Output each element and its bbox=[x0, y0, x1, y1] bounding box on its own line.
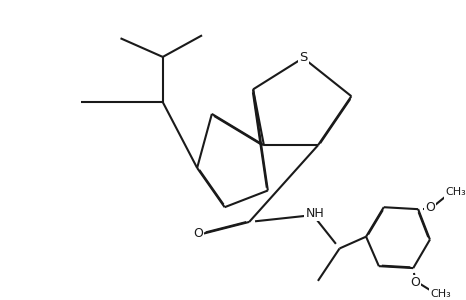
Text: O: O bbox=[425, 201, 435, 214]
Text: O: O bbox=[410, 276, 420, 289]
Text: S: S bbox=[299, 51, 308, 64]
Text: CH₃: CH₃ bbox=[445, 188, 466, 197]
Text: CH₃: CH₃ bbox=[430, 289, 451, 298]
Text: O: O bbox=[193, 227, 203, 240]
Text: NH: NH bbox=[306, 207, 324, 220]
